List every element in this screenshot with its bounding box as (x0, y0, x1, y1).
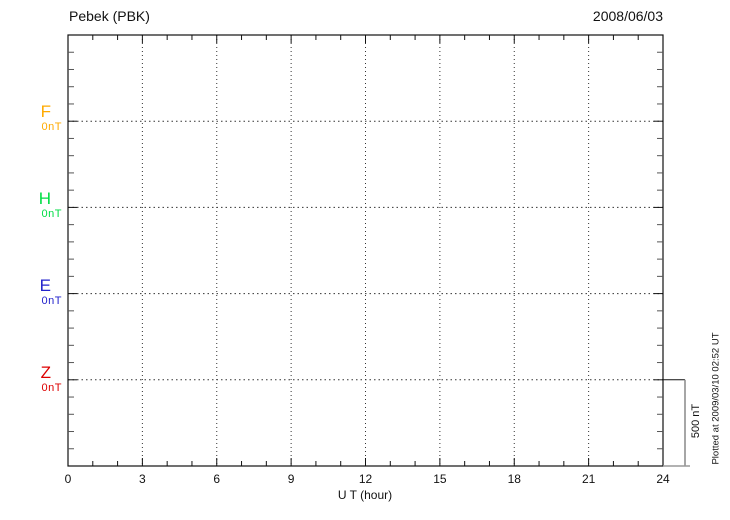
component-offset-z: 0nT (41, 382, 62, 394)
component-letter-e: E (39, 276, 51, 295)
x-tick-label: 3 (139, 472, 146, 486)
scale-bar-label: 500 nT (690, 403, 702, 439)
x-tick-label: 12 (359, 472, 373, 486)
component-letter-f: F (40, 102, 51, 121)
x-tick-label: 21 (582, 472, 596, 486)
component-label-e: E 0nT (40, 276, 62, 308)
component-label-z: Z 0nT (41, 363, 62, 395)
x-tick-label: 15 (433, 472, 447, 486)
component-letter-h: H (38, 189, 51, 208)
x-tick-label: 9 (288, 472, 295, 486)
component-letter-z: Z (40, 363, 51, 382)
plotted-at-note: Plotted at 2009/03/10 02:52 UT (710, 332, 722, 465)
x-tick-label: 0 (65, 472, 72, 486)
component-label-h: H 0nT (39, 189, 62, 221)
plot-date: 2008/06/03 (592, 8, 663, 24)
x-tick-label: 24 (656, 472, 670, 486)
component-offset-h: 0nT (41, 208, 62, 220)
x-axis-label: U T (hour) (337, 488, 393, 502)
station-title: Pebek (PBK) (69, 8, 150, 24)
x-tick-label: 18 (508, 472, 522, 486)
component-label-f: F 0nT (41, 102, 62, 134)
component-offset-e: 0nT (41, 295, 62, 307)
component-offset-f: 0nT (41, 121, 62, 133)
x-tick-label: 6 (213, 472, 220, 486)
